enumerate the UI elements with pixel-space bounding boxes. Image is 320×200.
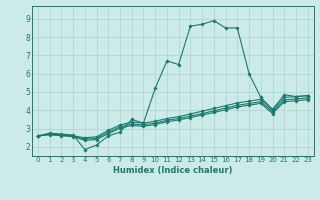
X-axis label: Humidex (Indice chaleur): Humidex (Indice chaleur) — [113, 166, 233, 175]
